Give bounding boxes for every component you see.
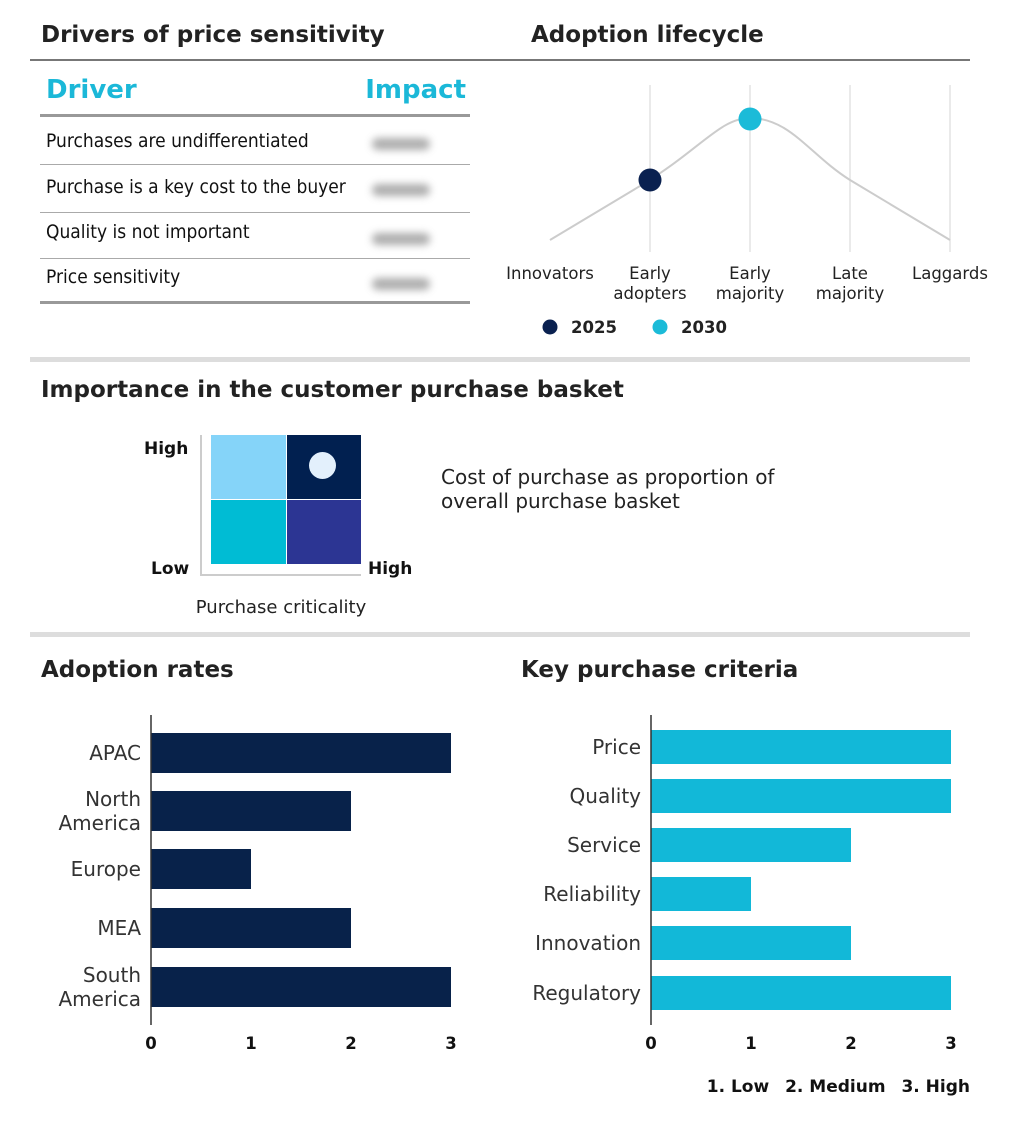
impact-header: Impact — [365, 75, 466, 105]
legend-dot-2030 — [652, 319, 668, 335]
matrix-cell-top-left — [211, 435, 286, 499]
basket-title: Importance in the customer purchase bask… — [41, 377, 624, 403]
category-label: MEA — [97, 916, 141, 940]
x-tick-label: 2 — [345, 1034, 356, 1053]
category-label: Regulatory — [532, 981, 641, 1005]
stage-label: majority — [816, 284, 885, 303]
section-divider — [30, 357, 970, 362]
stage-label: Early — [629, 264, 671, 283]
driver-cell: Quality is not important — [46, 221, 250, 243]
x-tick-label: 2 — [845, 1034, 856, 1053]
x-tick-label: 1 — [745, 1034, 756, 1053]
section-divider — [30, 632, 970, 637]
legend-label: 2025 — [571, 318, 617, 337]
bar-apac — [151, 733, 451, 773]
bar-innovation — [651, 926, 851, 960]
legend-dot-2025 — [542, 319, 558, 335]
bar-mea — [151, 908, 351, 948]
stage-label: Early — [729, 264, 771, 283]
row-divider — [40, 212, 470, 213]
x-axis-label: Purchase criticality — [195, 597, 367, 618]
x-low-label: Low — [151, 559, 190, 579]
bar-service — [651, 828, 851, 862]
lifecycle-chart: Innovators EarlyadoptersEarlymajorityLate… — [506, 85, 988, 337]
category-label: North — [85, 787, 141, 811]
marker-2025 — [638, 168, 662, 192]
category-label: Quality — [570, 784, 642, 808]
impact-cell-blurred — [372, 233, 430, 245]
header-divider — [30, 59, 970, 61]
category-label: Reliability — [543, 882, 641, 906]
stage-label: Laggards — [912, 264, 988, 283]
matrix-cell-bottom-right — [287, 500, 361, 564]
basket-description: Cost of purchase as proportion of overal… — [441, 465, 774, 513]
category-label: Service — [567, 833, 641, 857]
legend-medium: 2. Medium — [785, 1077, 886, 1097]
bar-north-america — [151, 791, 351, 831]
lifecycle-title: Adoption lifecycle — [531, 22, 764, 48]
x-tick-label: 0 — [645, 1034, 656, 1053]
bar-quality — [651, 779, 951, 813]
category-label: South — [83, 963, 141, 987]
impact-cell-blurred — [372, 184, 430, 196]
row-divider — [40, 258, 470, 259]
bar-regulatory — [651, 976, 951, 1010]
x-tick-label: 1 — [245, 1034, 256, 1053]
selected-marker — [309, 452, 336, 479]
driver-cell: Purchases are undifferentiated — [46, 130, 309, 152]
bar-europe — [151, 849, 251, 889]
category-label: Price — [592, 735, 641, 759]
matrix-x-axis — [200, 574, 361, 576]
bar-price — [651, 730, 951, 764]
legend-label: 2030 — [681, 318, 727, 337]
category-label: Europe — [71, 857, 141, 881]
adoption-rates-title: Adoption rates — [41, 657, 234, 683]
table-bottom-rule — [40, 301, 470, 304]
stage-label: majority — [716, 284, 785, 303]
matrix-cell-bottom-left — [211, 500, 286, 564]
table-header-rule — [40, 114, 470, 117]
category-label: America — [59, 987, 142, 1011]
category-label: Innovation — [535, 931, 641, 955]
x-tick-label: 3 — [945, 1034, 956, 1053]
driver-cell: Purchase is a key cost to the buyer — [46, 176, 346, 198]
marker-2030 — [738, 107, 762, 131]
kpc-title: Key purchase criteria — [521, 657, 799, 683]
category-label: America — [59, 811, 142, 835]
impact-cell-blurred — [372, 278, 430, 290]
row-divider — [40, 164, 470, 165]
legend-low: 1. Low — [706, 1077, 770, 1097]
driver-header: Driver — [46, 75, 137, 105]
y-high-label: High — [144, 439, 189, 459]
matrix-y-axis — [200, 435, 202, 576]
kpc-legend: 1. Low 2. Medium 3. High — [707, 1077, 970, 1097]
bar-south-america — [151, 967, 451, 1007]
legend-high: 3. High — [901, 1077, 970, 1097]
bar-reliability — [651, 877, 751, 911]
x-tick-label: 3 — [445, 1034, 456, 1053]
x-high-label: High — [368, 559, 413, 579]
category-label: APAC — [89, 741, 141, 765]
drivers-title: Drivers of price sensitivity — [41, 22, 385, 48]
stage-label: Late — [832, 264, 868, 283]
matrix-cell-top-right — [287, 435, 361, 499]
x-tick-label: 0 — [145, 1034, 156, 1053]
description-line: Cost of purchase as proportion of — [441, 465, 775, 489]
stage-label: adopters — [613, 284, 686, 303]
driver-cell: Price sensitivity — [46, 266, 181, 288]
description-line: overall purchase basket — [441, 489, 680, 513]
stage-label: Innovators — [506, 264, 594, 283]
impact-cell-blurred — [372, 138, 430, 150]
